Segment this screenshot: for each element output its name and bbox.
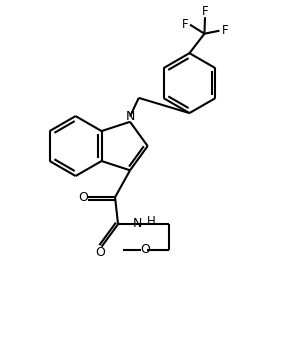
Text: F: F xyxy=(202,5,208,18)
Text: O: O xyxy=(78,191,88,204)
Text: H: H xyxy=(147,215,155,228)
Text: N: N xyxy=(125,110,135,123)
Text: F: F xyxy=(222,24,228,37)
Text: O: O xyxy=(140,243,150,256)
Text: F: F xyxy=(182,17,188,31)
Text: O: O xyxy=(95,246,105,259)
Text: N: N xyxy=(133,217,142,230)
